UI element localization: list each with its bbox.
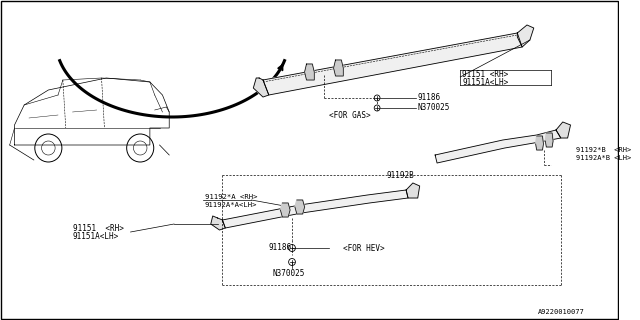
Polygon shape	[263, 33, 522, 95]
Text: 91192*A <RH>: 91192*A <RH>	[205, 194, 257, 200]
Text: 91192A*A<LH>: 91192A*A<LH>	[205, 202, 257, 208]
Text: 91192B: 91192B	[387, 171, 415, 180]
Polygon shape	[305, 64, 314, 80]
Text: 91186: 91186	[418, 92, 441, 101]
Text: <FOR GAS>: <FOR GAS>	[329, 110, 371, 119]
Polygon shape	[406, 183, 420, 198]
Polygon shape	[517, 25, 534, 47]
Text: 91151 <RH>: 91151 <RH>	[462, 69, 508, 78]
Text: 91151  <RH>: 91151 <RH>	[72, 223, 124, 233]
Text: 91192*B  <RH>: 91192*B <RH>	[576, 147, 632, 153]
Polygon shape	[545, 133, 553, 147]
Polygon shape	[222, 190, 408, 228]
Polygon shape	[211, 216, 225, 230]
Text: N370025: N370025	[273, 269, 305, 278]
Text: 91186: 91186	[269, 243, 292, 252]
Polygon shape	[295, 200, 305, 214]
Text: N370025: N370025	[418, 102, 450, 111]
Text: 91151A<LH>: 91151A<LH>	[72, 231, 119, 241]
Polygon shape	[435, 130, 561, 163]
Polygon shape	[333, 60, 343, 76]
Polygon shape	[536, 136, 543, 150]
Text: A9220010077: A9220010077	[538, 309, 585, 315]
Text: <FOR HEV>: <FOR HEV>	[343, 244, 385, 252]
Text: 91151A<LH>: 91151A<LH>	[462, 77, 508, 86]
Polygon shape	[556, 122, 570, 138]
Polygon shape	[280, 203, 290, 217]
Polygon shape	[253, 78, 269, 97]
Text: 91192A*B <LH>: 91192A*B <LH>	[576, 155, 632, 161]
